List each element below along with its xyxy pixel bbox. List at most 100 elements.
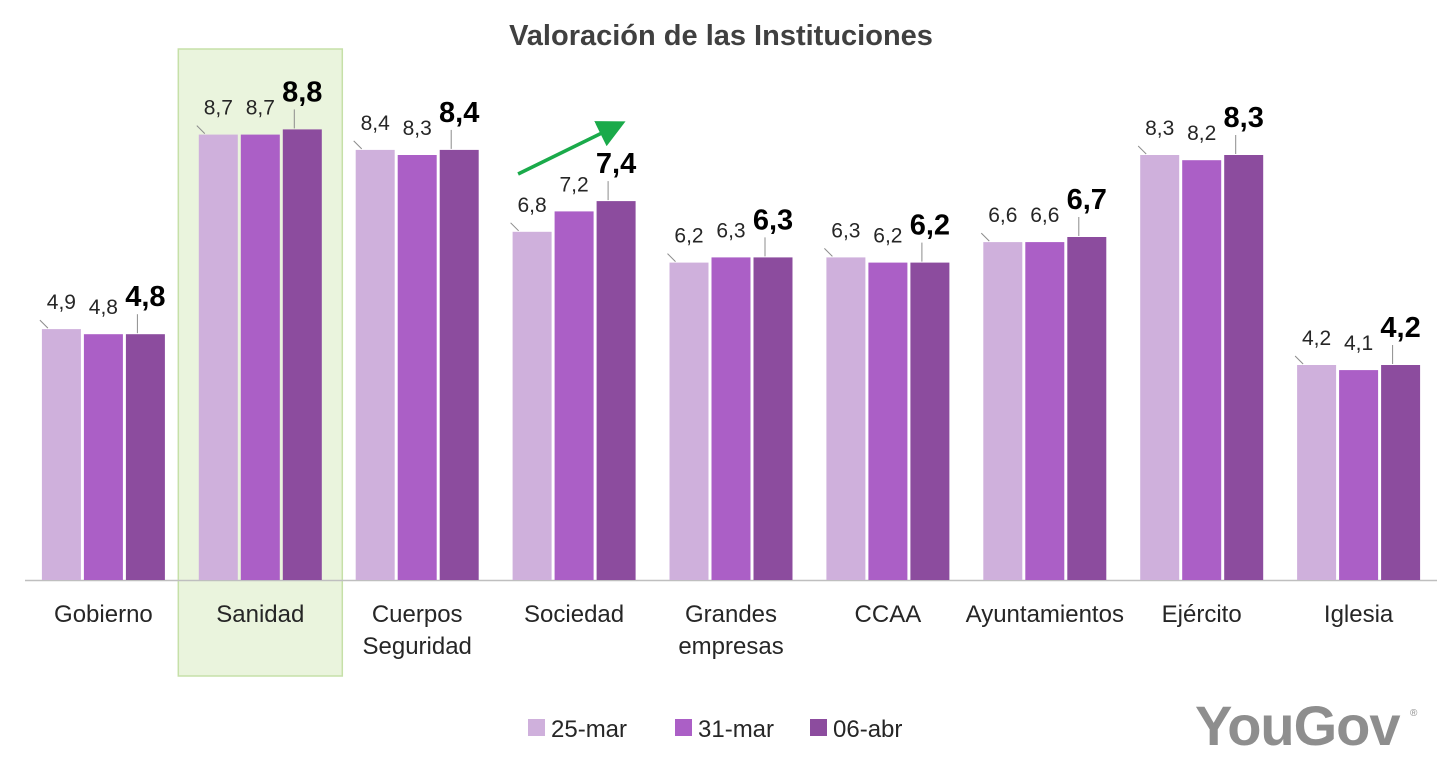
trend-arrow — [517, 121, 626, 176]
legend-swatch — [675, 719, 692, 736]
data-label-sociedad-25-mar: 6,8 — [517, 194, 546, 217]
bar-ejercito-31-mar — [1182, 160, 1222, 580]
leader-line-ejercito-first — [1137, 145, 1147, 155]
category-label-cuerpos-seguridad: Cuerpos Seguridad — [362, 601, 471, 660]
bar-gobierno-06-abr — [125, 334, 165, 580]
data-label-sociedad-31-mar: 7,2 — [559, 173, 588, 196]
data-label-ejercito-06-abr: 8,3 — [1224, 102, 1264, 134]
category-label-ejercito: Ejército — [1162, 601, 1242, 628]
data-label-ccaa-31-mar: 6,2 — [873, 225, 902, 248]
bar-gobierno-25-mar — [41, 329, 81, 580]
category-label-gobierno: Gobierno — [54, 601, 153, 628]
legend-label: 31-mar — [698, 716, 774, 743]
category-label-line: Sociedad — [524, 601, 624, 628]
data-label-gobierno-31-mar: 4,8 — [89, 296, 118, 319]
bar-gobierno-31-mar — [83, 334, 123, 580]
bar-cuerpos-seguridad-31-mar — [397, 155, 437, 580]
bar-sociedad-25-mar — [512, 231, 552, 581]
registered-mark: ® — [1410, 708, 1418, 719]
legend-swatch — [528, 719, 545, 736]
category-label-ccaa: CCAA — [855, 601, 922, 628]
bar-cuerpos-seguridad-25-mar — [355, 149, 395, 580]
data-label-grandes-empresas-25-mar: 6,2 — [674, 225, 703, 248]
category-label-line: Cuerpos — [372, 601, 463, 628]
leader-line-sanidad-first — [196, 125, 206, 134]
bar-ayuntamientos-25-mar — [983, 242, 1023, 580]
bar-ayuntamientos-06-abr — [1067, 237, 1107, 580]
bar-ccaa-25-mar — [826, 257, 866, 580]
bar-iglesia-31-mar — [1339, 370, 1379, 580]
data-label-iglesia-31-mar: 4,1 — [1344, 332, 1373, 355]
data-label-ccaa-25-mar: 6,3 — [831, 219, 860, 242]
category-label-ayuntamientos: Ayuntamientos — [966, 601, 1124, 628]
bar-cuerpos-seguridad-06-abr — [439, 149, 479, 580]
category-labels-layer: Gobierno Sanidad Cuerpos Seguridad Sociedad G… — [54, 601, 1394, 660]
category-label-line: Ayuntamientos — [966, 601, 1124, 628]
data-label-ejercito-31-mar: 8,2 — [1187, 122, 1216, 145]
data-label-grandes-empresas-31-mar: 6,3 — [716, 219, 745, 242]
category-label-line: Sanidad — [216, 601, 304, 628]
data-label-sanidad-06-abr: 8,8 — [282, 76, 322, 108]
leader-line-iglesia-first — [1294, 355, 1304, 365]
bar-sociedad-06-abr — [596, 201, 636, 580]
legend: 25-mar 31-mar 06-abr — [528, 716, 902, 743]
leader-line-ccaa-first — [824, 248, 833, 257]
yougov-logo: YouGov ® — [1195, 694, 1418, 757]
data-label-cuerpos-seguridad-25-mar: 8,4 — [361, 112, 391, 135]
bar-ccaa-06-abr — [910, 262, 950, 580]
data-labels-layer: 4,9 4,8 4,8 8,7 8,7 8,8 8,4 8,3 8,4 6,8 7,2 7,4 6,2 6… — [39, 76, 1421, 365]
data-label-sanidad-25-mar: 8,7 — [204, 97, 233, 120]
leader-line-ayuntamientos-first — [980, 232, 990, 242]
data-label-ccaa-06-abr: 6,2 — [910, 210, 950, 242]
bar-sanidad-06-abr — [282, 129, 322, 580]
bar-grandes-empresas-06-abr — [753, 257, 793, 580]
leader-line-cuerpos-seguridad-first — [353, 140, 363, 150]
leader-line-grandes-empresas-first — [667, 253, 676, 262]
category-label-sociedad: Sociedad — [524, 601, 624, 628]
data-label-sanidad-31-mar: 8,7 — [246, 97, 275, 120]
legend-item-31-mar: 31-mar — [675, 716, 774, 743]
legend-item-06-abr: 06-abr — [810, 716, 902, 743]
bar-sanidad-25-mar — [198, 134, 238, 580]
category-label-line: Seguridad — [362, 633, 471, 660]
category-label-line: Grandes — [685, 601, 777, 628]
data-label-cuerpos-seguridad-06-abr: 8,4 — [439, 97, 479, 129]
leader-line-sociedad-first — [510, 222, 519, 232]
legend-label: 25-mar — [551, 716, 627, 743]
bar-ejercito-06-abr — [1224, 155, 1264, 580]
legend-swatch — [810, 719, 827, 736]
data-label-sociedad-06-abr: 7,4 — [596, 148, 636, 180]
data-label-ejercito-25-mar: 8,3 — [1145, 117, 1174, 140]
category-label-sanidad: Sanidad — [216, 601, 304, 628]
bar-iglesia-25-mar — [1297, 365, 1337, 580]
bar-sociedad-31-mar — [554, 211, 594, 580]
data-label-iglesia-25-mar: 4,2 — [1302, 327, 1331, 350]
data-label-grandes-empresas-06-abr: 6,3 — [753, 204, 793, 236]
bars-layer — [25, 129, 1437, 582]
bar-sanidad-31-mar — [240, 134, 280, 580]
category-label-line: Gobierno — [54, 601, 153, 628]
bar-ccaa-31-mar — [868, 262, 908, 580]
bar-iglesia-06-abr — [1381, 365, 1421, 580]
category-label-iglesia: Iglesia — [1324, 601, 1394, 628]
bar-ayuntamientos-31-mar — [1025, 242, 1065, 580]
leader-line-gobierno-first — [39, 319, 49, 329]
chart-title: Valoración de las Instituciones — [509, 20, 933, 52]
data-label-gobierno-06-abr: 4,8 — [125, 281, 165, 313]
data-label-gobierno-25-mar: 4,9 — [47, 291, 76, 314]
category-label-grandes-empresas: Grandes empresas — [678, 601, 783, 660]
legend-item-25-mar: 25-mar — [528, 716, 627, 743]
logo-text: YouGov — [1195, 694, 1400, 757]
bar-ejercito-25-mar — [1140, 155, 1180, 580]
category-label-line: Iglesia — [1324, 601, 1394, 628]
data-label-iglesia-06-abr: 4,2 — [1380, 312, 1420, 344]
data-label-ayuntamientos-06-abr: 6,7 — [1067, 184, 1107, 216]
data-label-ayuntamientos-31-mar: 6,6 — [1030, 204, 1059, 227]
data-label-cuerpos-seguridad-31-mar: 8,3 — [403, 117, 432, 140]
bar-grandes-empresas-25-mar — [669, 262, 709, 580]
bar-grandes-empresas-31-mar — [711, 257, 751, 580]
category-label-line: CCAA — [855, 601, 922, 628]
category-label-line: Ejército — [1162, 601, 1242, 628]
legend-label: 06-abr — [833, 716, 902, 743]
